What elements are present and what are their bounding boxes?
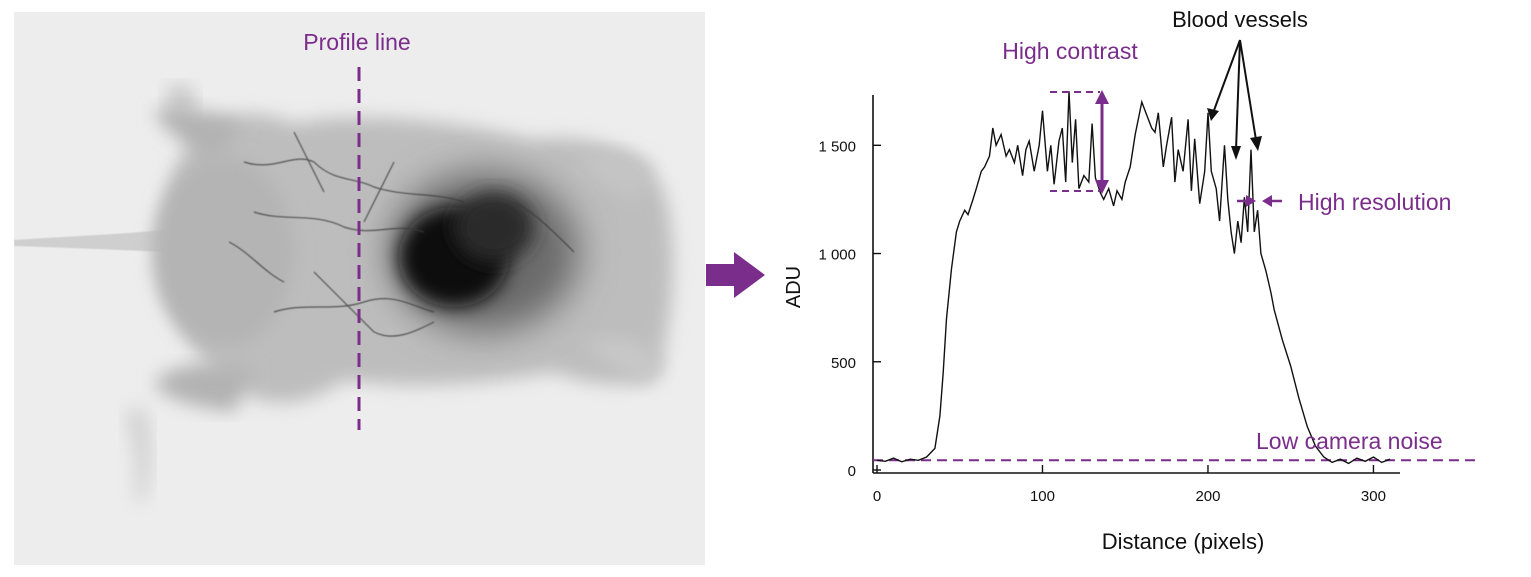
axis-ticks: 0 100 200 300 0 500 1 000 1 500 bbox=[818, 138, 1386, 505]
y-axis-label: ADU bbox=[783, 266, 805, 308]
mouse-silhouette bbox=[14, 84, 674, 502]
low-noise-label: Low camera noise bbox=[1256, 428, 1443, 454]
y-tick-label: 1 000 bbox=[818, 247, 856, 264]
profile-line-label: Profile line bbox=[303, 29, 410, 55]
chart-axes bbox=[872, 95, 1400, 474]
specimen-image bbox=[14, 12, 705, 565]
x-tick-label: 200 bbox=[1195, 488, 1220, 505]
x-tick-label: 0 bbox=[873, 488, 881, 505]
y-tick-label: 0 bbox=[848, 463, 856, 480]
blood-vessels-label: Blood vessels bbox=[1172, 7, 1308, 32]
series-profile-line bbox=[876, 91, 1391, 465]
y-tick-label: 500 bbox=[831, 355, 856, 372]
x-tick-label: 100 bbox=[1030, 488, 1055, 505]
high-resolution-label: High resolution bbox=[1298, 189, 1451, 215]
blood-vessels-annotation: Blood vessels bbox=[1172, 7, 1308, 160]
y-tick-label: 1 500 bbox=[818, 138, 856, 155]
x-tick-label: 300 bbox=[1361, 488, 1386, 505]
high-resolution-annotation: High resolution bbox=[1237, 189, 1451, 215]
arrow-right-icon bbox=[706, 252, 765, 298]
high-contrast-annotation: High contrast bbox=[1002, 38, 1138, 194]
blood-vessel-network bbox=[228, 131, 575, 337]
high-contrast-label: High contrast bbox=[1002, 38, 1138, 64]
x-axis-label: Distance (pixels) bbox=[1102, 529, 1265, 554]
